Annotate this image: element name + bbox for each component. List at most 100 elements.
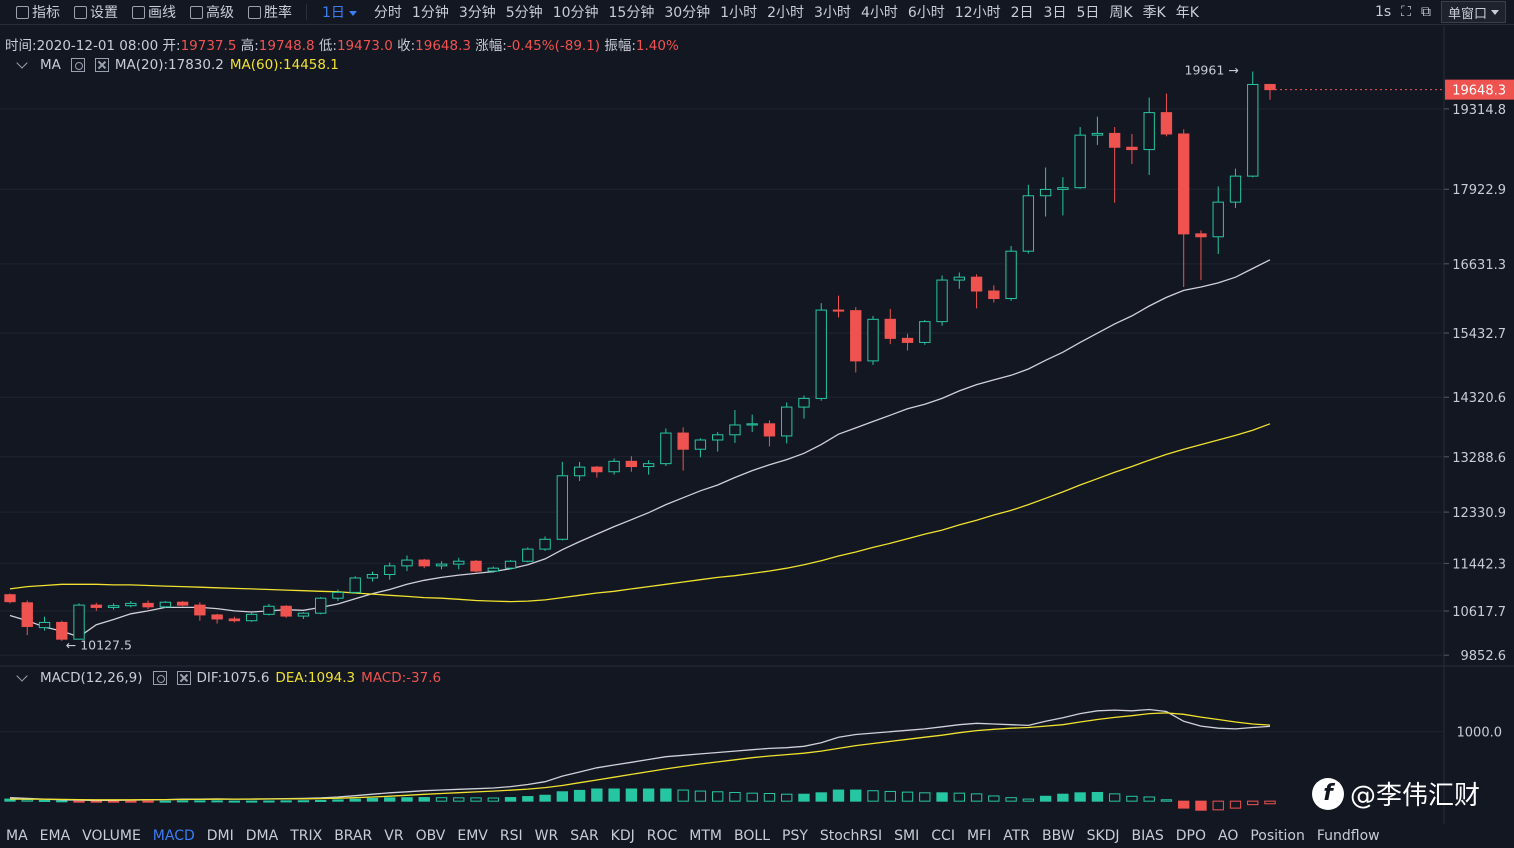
macd-histogram-bar [729, 791, 741, 802]
y-tick-label: 10617.7 [1452, 605, 1506, 620]
tab-smi[interactable]: SMI [894, 828, 920, 844]
interval-2[interactable]: 1分钟 [412, 2, 449, 22]
tab-fundflow[interactable]: Fundflow [1316, 828, 1380, 844]
macd-histogram-bar [539, 794, 551, 802]
interval-11[interactable]: 4小时 [861, 2, 898, 22]
tab-dpo[interactable]: DPO [1175, 828, 1206, 844]
tab-skdj[interactable]: SKDJ [1086, 828, 1120, 844]
tab-rsi[interactable]: RSI [499, 828, 523, 844]
tab-ao[interactable]: AO [1218, 828, 1239, 844]
candle-body [453, 560, 465, 565]
interval-13[interactable]: 12小时 [955, 2, 1001, 22]
candle-body [1022, 195, 1035, 252]
interval-18[interactable]: 季K [1143, 2, 1166, 22]
low-value: 19473.0 [336, 38, 393, 54]
interval-3[interactable]: 3分钟 [459, 2, 496, 22]
tab-atr[interactable]: ATR [1003, 828, 1030, 844]
tab-vr[interactable]: VR [384, 828, 404, 844]
interval-label: 年K [1175, 5, 1199, 21]
macd-settings-icon[interactable] [152, 671, 167, 685]
candle-body [660, 432, 672, 465]
candle-body [556, 475, 569, 540]
tab-wr[interactable]: WR [534, 828, 559, 844]
tool-settings[interactable]: 设置 [74, 2, 118, 22]
tab-emv[interactable]: EMV [457, 828, 488, 844]
interval-5[interactable]: 10分钟 [553, 2, 599, 22]
tab-macd[interactable]: MACD [152, 828, 195, 844]
macd-histogram-bar [21, 799, 33, 802]
interval-17[interactable]: 周K [1109, 2, 1132, 22]
tab-position[interactable]: Position [1250, 828, 1305, 844]
candle-body [677, 432, 689, 450]
interval-12[interactable]: 6小时 [908, 2, 945, 22]
interval-label: 3分钟 [458, 5, 496, 21]
tab-dma[interactable]: DMA [245, 828, 279, 844]
tab-trix[interactable]: TRIX [290, 828, 323, 844]
interval-label: 5分钟 [505, 5, 543, 21]
tab-ma[interactable]: MA [6, 828, 28, 844]
popout-icon[interactable]: ⧉ [1420, 4, 1431, 20]
tab-cci[interactable]: CCI [931, 828, 955, 844]
interval-6[interactable]: 15分钟 [609, 2, 655, 22]
tool-draw-line[interactable]: 画线 [132, 2, 176, 22]
candle-body [4, 594, 16, 603]
candle-body [504, 560, 517, 569]
candle-body [194, 604, 206, 616]
tool-advanced[interactable]: 高级 [190, 2, 234, 22]
toolbar-divider [306, 4, 307, 20]
interval-16[interactable]: 5日 [1076, 2, 1099, 22]
macd-histogram-bar [159, 800, 172, 803]
macd-histogram-bar [919, 792, 931, 802]
tab-dmi[interactable]: DMI [206, 828, 234, 844]
candle-body [711, 434, 724, 441]
ma20-line [9, 259, 1271, 638]
tab-stochrsi[interactable]: StochRSI [819, 828, 883, 844]
interval-4[interactable]: 5分钟 [506, 2, 543, 22]
macd-histogram-bar [366, 797, 379, 802]
macd-value: MACD:-37.6 [361, 670, 442, 686]
tab-bbw[interactable]: BBW [1042, 828, 1075, 844]
tool-win-rate[interactable]: 胜率 [248, 2, 292, 22]
interval-10[interactable]: 3小时 [814, 2, 851, 22]
macd-histogram-bar [453, 797, 465, 802]
candle-body [418, 559, 430, 567]
ma-close-icon[interactable] [94, 58, 109, 72]
tab-roc[interactable]: ROC [646, 828, 678, 844]
tab-obv[interactable]: OBV [415, 828, 446, 844]
tool-indicator[interactable]: 指标 [16, 2, 60, 22]
tab-bias[interactable]: BIAS [1131, 828, 1164, 844]
refresh-rate[interactable]: 1s [1374, 4, 1392, 20]
interval-19[interactable]: 年K [1176, 2, 1199, 22]
interval-0[interactable]: 1日 [322, 2, 357, 22]
interval-8[interactable]: 1小时 [720, 2, 757, 22]
tab-kdj[interactable]: KDJ [610, 828, 635, 844]
ma-settings-icon[interactable] [70, 58, 85, 72]
candle-body [642, 463, 655, 468]
tab-mtm[interactable]: MTM [689, 828, 723, 844]
fullscreen-icon[interactable]: ⛶ [1401, 4, 1411, 20]
watermark-logo-icon: f [1312, 777, 1344, 810]
tab-psy[interactable]: PSY [782, 828, 808, 844]
tab-mfi[interactable]: MFI [966, 828, 992, 844]
tab-sar[interactable]: SAR [570, 828, 599, 844]
y-tick-label: 9852.6 [1461, 649, 1507, 664]
tab-volume[interactable]: VOLUME [82, 828, 141, 844]
interval-14[interactable]: 2日 [1011, 2, 1034, 22]
macd-histogram-bar [1143, 796, 1155, 802]
interval-1[interactable]: 分时 [374, 2, 402, 22]
ma-name: MA [40, 57, 61, 73]
tab-ema[interactable]: EMA [39, 828, 71, 844]
tab-brar[interactable]: BRAR [334, 828, 373, 844]
window-mode-dropdown[interactable]: 单窗口 [1440, 1, 1506, 23]
macd-histogram-bar [798, 793, 810, 802]
macd-histogram-bar [625, 788, 638, 802]
interval-9[interactable]: 2小时 [767, 2, 804, 22]
macd-histogram-bar [660, 788, 672, 802]
interval-15[interactable]: 3日 [1044, 2, 1067, 22]
tab-boll[interactable]: BOLL [734, 828, 770, 844]
price-chart[interactable]: 19961 → ← 10127.5 19314.8 17922.9 16631.3 15… [0, 0, 1514, 824]
interval-7[interactable]: 30分钟 [664, 2, 710, 22]
macd-histogram-bar [401, 797, 413, 802]
macd-histogram-bar [953, 792, 965, 802]
macd-close-icon[interactable] [176, 671, 191, 685]
